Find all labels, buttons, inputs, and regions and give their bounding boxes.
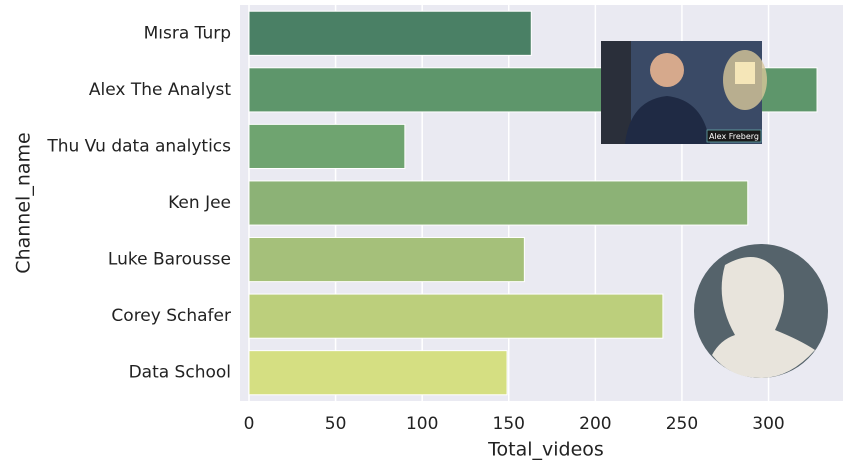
y-tick-label: Mısra Turp <box>144 23 231 43</box>
y-tick-label: Data School <box>129 363 231 383</box>
x-tick-label: 0 <box>244 414 255 434</box>
webcam-shelf <box>601 41 631 144</box>
x-tick-label: 200 <box>579 414 611 434</box>
bar <box>248 237 525 283</box>
webcam-body <box>625 96 710 144</box>
y-tick-label: Thu Vu data analytics <box>46 136 231 156</box>
y-tick-label: Alex The Analyst <box>89 80 231 100</box>
x-tick-label: 300 <box>752 414 784 434</box>
bar <box>248 10 532 56</box>
bar <box>248 350 508 396</box>
webcam-head <box>650 53 684 87</box>
x-tick-label: 250 <box>666 414 698 434</box>
bar <box>248 180 749 226</box>
y-tick-label: Ken Jee <box>168 193 231 213</box>
webcam-lamp <box>735 62 755 84</box>
y-axis-label: Channel_name <box>13 132 35 273</box>
y-tick-label: Luke Barousse <box>108 250 231 270</box>
x-tick-label: 50 <box>325 414 347 434</box>
avatar-face <box>712 257 815 378</box>
webcam-name: Alex Freberg <box>709 132 759 141</box>
bar <box>248 293 664 339</box>
webcam-nameplate <box>706 129 762 143</box>
y-tick-label: Corey Schafer <box>111 306 231 326</box>
x-tick-label: 100 <box>406 414 438 434</box>
webcam-overlay: Alex Freberg <box>601 41 767 144</box>
bar <box>248 123 406 169</box>
avatar-overlay <box>694 244 828 378</box>
x-tick-label: 150 <box>493 414 525 434</box>
x-axis-label: Total_videos <box>487 439 604 461</box>
